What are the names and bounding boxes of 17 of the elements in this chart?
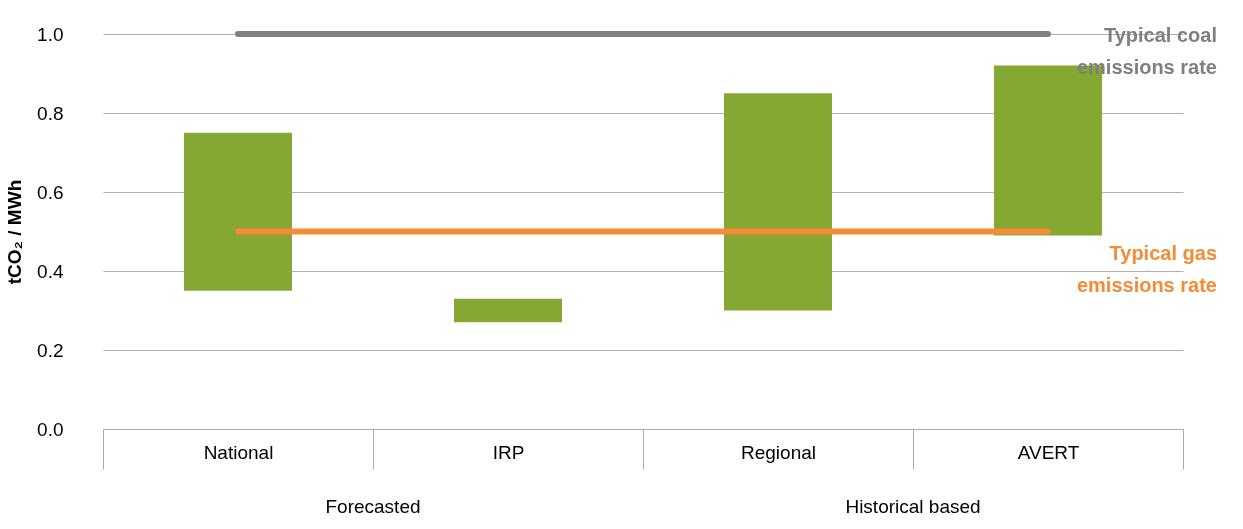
y-tick-label: 1.0 [37,23,64,45]
text: Historical based [845,496,981,517]
y-axis-title: tCO₂ / MWh [4,179,26,285]
x-tick-label: AVERT [1017,441,1080,463]
x-tick-label: IRP [492,441,525,463]
ref-line-label: Typical gas emissions rate [1076,241,1217,296]
y-tick-label: 0.8 [37,102,64,124]
y-tick-label: 0.2 [37,339,64,361]
y-tick-label: 0.0 [37,418,64,440]
x-tick-label: Regional [741,441,816,463]
bar [184,132,292,291]
text: Forecasted [325,496,421,517]
bar [454,298,562,323]
y-tick-label: 0.6 [37,181,64,203]
y-tick-label: 0.4 [37,260,64,282]
x-tick-label: National [203,441,274,463]
bar [724,93,832,311]
